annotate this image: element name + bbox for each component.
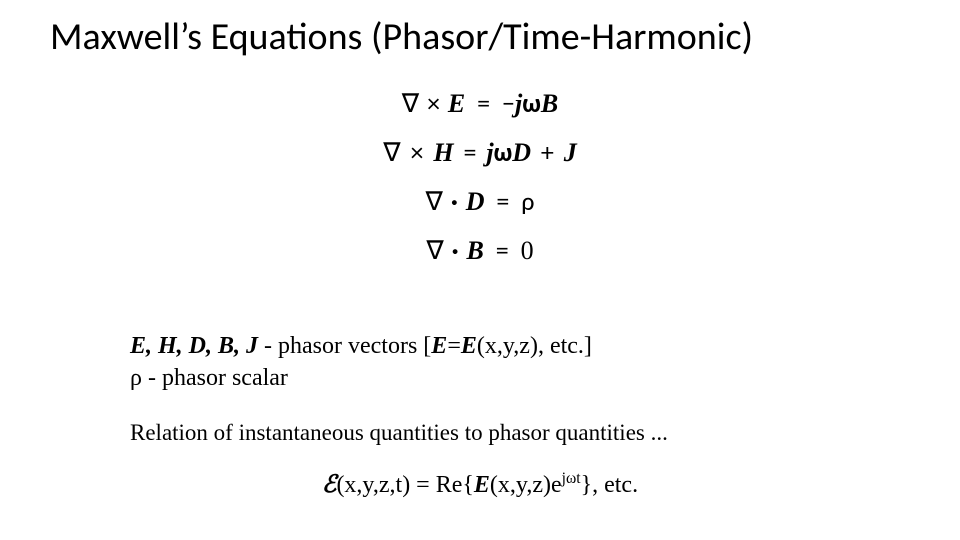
vec-B: B <box>467 236 484 265</box>
rho-symbol: ρ <box>130 365 142 391</box>
E: E <box>474 472 490 498</box>
vector-list: E, H, D, B, J <box>130 333 258 359</box>
vec-E: E <box>448 89 465 118</box>
equation-1: ∇ × E = −jωB <box>0 90 960 117</box>
nabla: ∇ <box>426 187 443 216</box>
vec-J: J <box>564 138 577 167</box>
slide-title: Maxwell’s Equations (Phasor/Time-Harmoni… <box>50 14 753 60</box>
equation-2: ∇ × H = jωD + J <box>0 139 960 166</box>
op: × <box>407 136 428 168</box>
vec-H: H <box>433 138 453 167</box>
E2: E <box>461 333 477 359</box>
vec-D: D <box>466 187 485 216</box>
script-E: ℰ <box>322 472 337 498</box>
args2: (x,y,z)e <box>490 472 562 498</box>
notes-line-1: E, H, D, B, J - phasor vectors [E=E(x,y,… <box>130 330 592 362</box>
op: · <box>449 185 460 217</box>
j: j <box>486 138 493 167</box>
notes-line-2: ρ - phasor scalar <box>130 362 592 394</box>
equals: = <box>490 185 515 217</box>
op: · <box>450 234 461 266</box>
exponent: jωt <box>562 470 581 487</box>
op: × <box>425 87 442 119</box>
equals: = <box>460 136 481 168</box>
plus: + <box>537 136 558 168</box>
nabla: ∇ <box>426 236 443 265</box>
equations-block: ∇ × E = −jωB ∇ × H = jωD + J ∇ · D = ρ ∇… <box>0 90 960 286</box>
relation-text: Relation of instantaneous quantities to … <box>130 420 668 446</box>
close: }, etc. <box>581 472 639 498</box>
zero: 0 <box>521 236 534 265</box>
text: - phasor vectors [ <box>258 333 431 359</box>
nabla: ∇ <box>402 89 419 118</box>
slide: Maxwell’s Equations (Phasor/Time-Harmoni… <box>0 0 960 540</box>
equation-4: ∇ · B = 0 <box>0 237 960 264</box>
args: (x,y,z), etc.] <box>477 333 592 359</box>
vec-D: D <box>512 138 531 167</box>
equals: = <box>471 87 496 119</box>
vec-B: B <box>541 89 558 118</box>
omega: ω <box>494 136 513 168</box>
equals: = <box>490 234 515 266</box>
nabla: ∇ <box>383 138 400 167</box>
text: - phasor scalar <box>142 365 288 391</box>
E1: E <box>431 333 447 359</box>
minus: − <box>502 87 515 119</box>
equation-3: ∇ · D = ρ <box>0 188 960 215</box>
omega: ω <box>522 87 541 119</box>
relation-equation: ℰ(x,y,z,t) = Re{E(x,y,z)ejωt}, etc. <box>0 470 960 499</box>
eqsign: = <box>447 333 461 359</box>
notes-block: E, H, D, B, J - phasor vectors [E=E(x,y,… <box>130 330 592 395</box>
rho: ρ <box>521 185 534 217</box>
args1: (x,y,z,t) = Re{ <box>336 472 473 498</box>
